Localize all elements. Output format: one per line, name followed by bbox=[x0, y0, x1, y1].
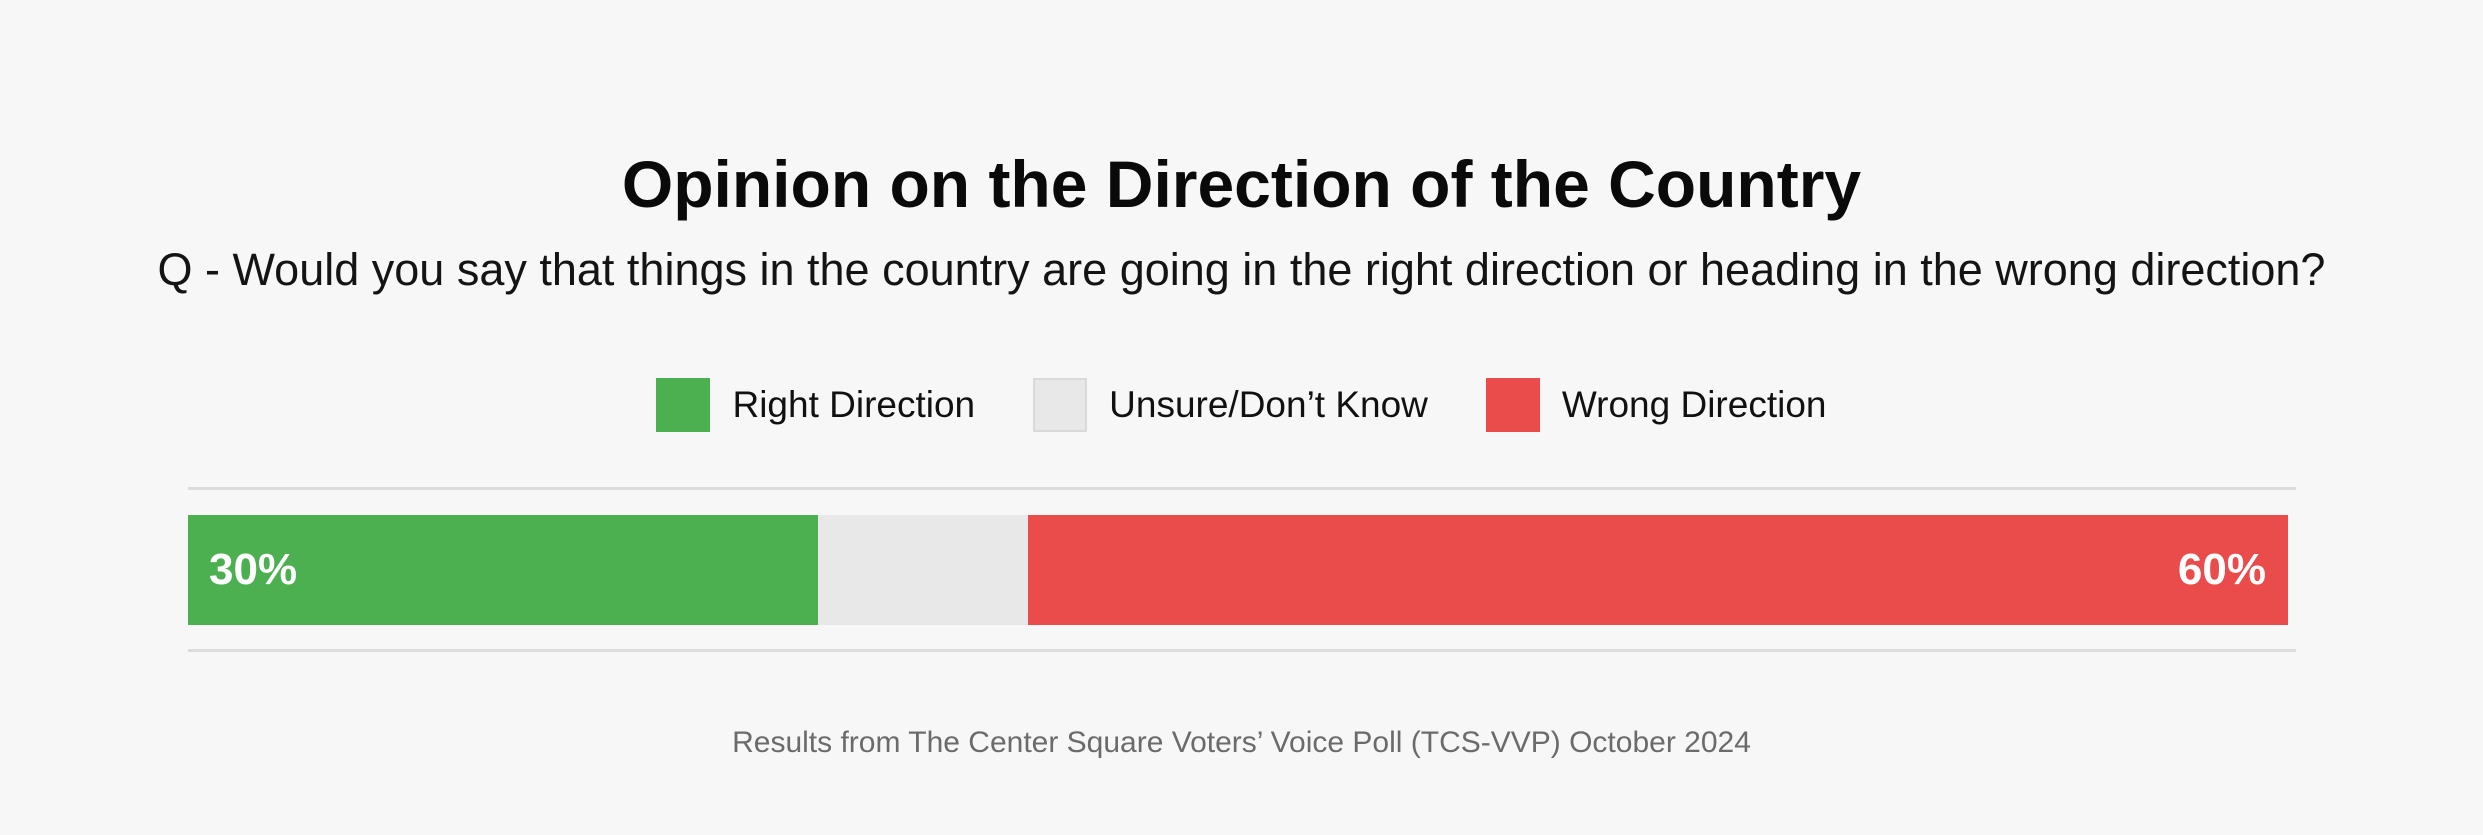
bar-segment-right-direction: 30% bbox=[188, 515, 818, 625]
bar-segment-wrong-direction: 60% bbox=[1028, 515, 2288, 625]
legend-label-unsure: Unsure/Don’t Know bbox=[1109, 384, 1428, 425]
legend: Right Direction Unsure/Don’t Know Wrong … bbox=[0, 377, 2483, 433]
legend-item-right-direction: Right Direction bbox=[656, 378, 975, 432]
bar-segment-unsure bbox=[818, 515, 1028, 625]
legend-swatch-wrong-direction bbox=[1485, 378, 1540, 432]
gridline-top bbox=[188, 487, 2296, 490]
bar-label-wrong-direction: 60% bbox=[2177, 545, 2266, 594]
chart-title: Opinion on the Direction of the Country bbox=[621, 147, 1862, 221]
legend-swatch-right-direction bbox=[656, 378, 711, 432]
bar-label-right-direction: 30% bbox=[209, 545, 298, 594]
legend-item-wrong-direction: Wrong Direction bbox=[1485, 378, 1827, 432]
chart-subtitle: Q - Would you say that things in the cou… bbox=[157, 244, 2326, 295]
legend-label-right-direction: Right Direction bbox=[732, 384, 976, 425]
legend-item-unsure: Unsure/Don’t Know bbox=[1033, 378, 1428, 432]
source-note: Results from The Center Square Voters’ V… bbox=[732, 726, 1751, 759]
stacked-bar: 30% 60% bbox=[188, 515, 2288, 625]
legend-label-wrong-direction: Wrong Direction bbox=[1561, 384, 1827, 425]
gridline-bottom bbox=[188, 649, 2296, 652]
legend-swatch-unsure bbox=[1033, 378, 1088, 432]
